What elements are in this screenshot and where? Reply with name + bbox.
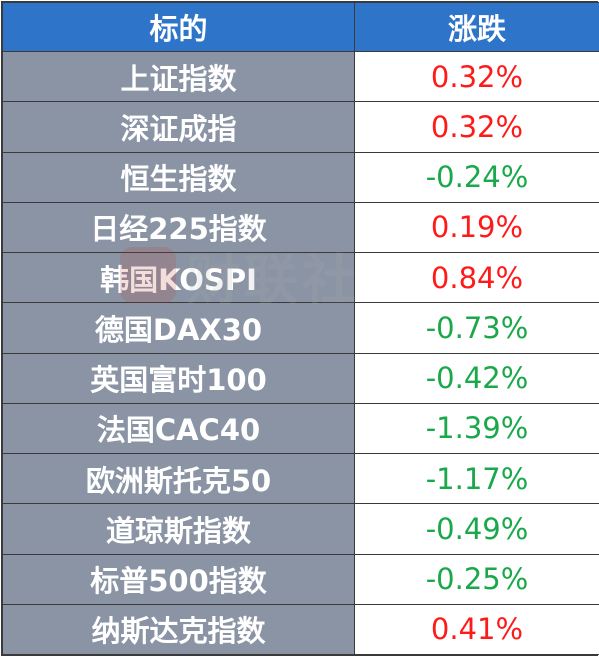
table-row: 道琼斯指数-0.49%	[3, 504, 599, 554]
change-value-cell: -0.42%	[355, 353, 599, 403]
table-header-row: 标的 涨跌	[3, 3, 599, 52]
index-name-cell: 上证指数	[3, 52, 355, 102]
table-row: 恒生指数-0.24%	[3, 152, 599, 202]
change-value-cell: -1.17%	[355, 454, 599, 504]
index-name-cell: 法国CAC40	[3, 403, 355, 453]
table-row: 德国DAX30-0.73%	[3, 303, 599, 353]
header-name: 标的	[3, 3, 355, 52]
change-value-cell: 0.19%	[355, 202, 599, 252]
change-value-cell: 0.32%	[355, 102, 599, 152]
change-value-cell: 0.84%	[355, 253, 599, 303]
index-name-cell: 标普500指数	[3, 554, 355, 604]
change-value-cell: -0.25%	[355, 554, 599, 604]
change-value-cell: 0.41%	[355, 604, 599, 654]
table-row: 英国富时100-0.42%	[3, 353, 599, 403]
index-name-cell: 欧洲斯托克50	[3, 454, 355, 504]
change-value-cell: -0.24%	[355, 152, 599, 202]
change-value-cell: -0.49%	[355, 504, 599, 554]
index-name-cell: 韩国KOSPI	[3, 253, 355, 303]
table-row: 标普500指数-0.25%	[3, 554, 599, 604]
index-name-cell: 德国DAX30	[3, 303, 355, 353]
index-name-cell: 深证成指	[3, 102, 355, 152]
change-value-cell: 0.32%	[355, 52, 599, 102]
header-change: 涨跌	[355, 3, 599, 52]
change-value-cell: -0.73%	[355, 303, 599, 353]
index-name-cell: 纳斯达克指数	[3, 604, 355, 654]
index-name-cell: 道琼斯指数	[3, 504, 355, 554]
index-name-cell: 恒生指数	[3, 152, 355, 202]
table-row: 欧洲斯托克50-1.17%	[3, 454, 599, 504]
table-row: 法国CAC40-1.39%	[3, 403, 599, 453]
index-name-cell: 英国富时100	[3, 353, 355, 403]
change-value-cell: -1.39%	[355, 403, 599, 453]
index-name-cell: 日经225指数	[3, 202, 355, 252]
